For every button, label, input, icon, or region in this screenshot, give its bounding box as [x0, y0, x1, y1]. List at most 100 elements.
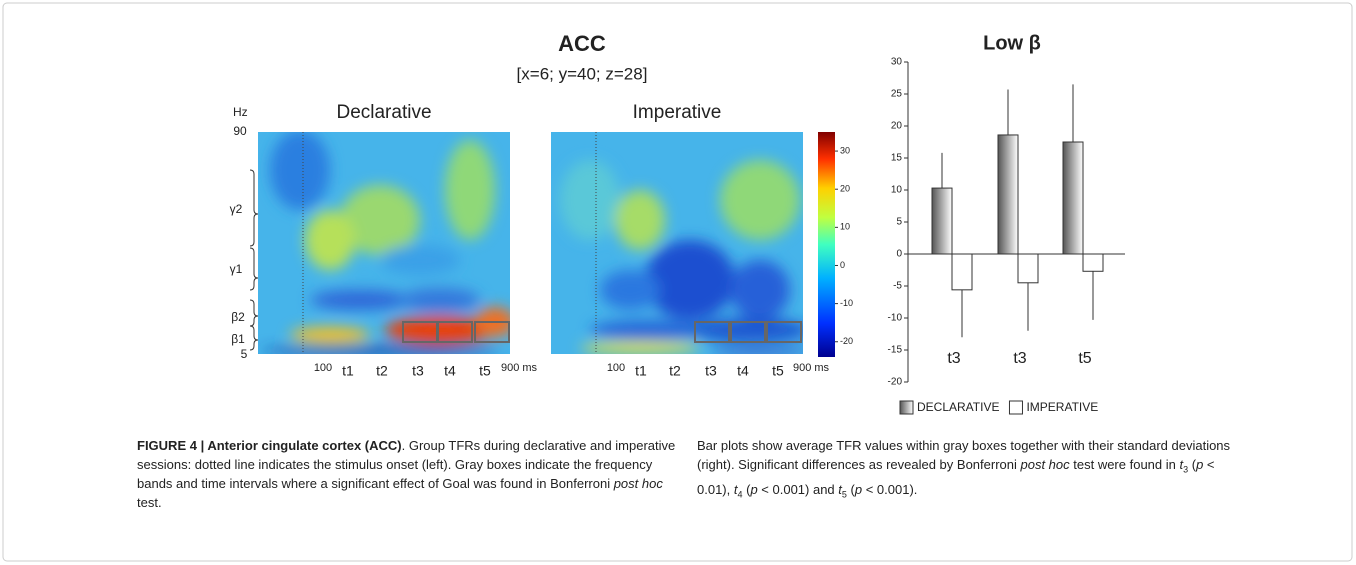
- y-tick-label: 30: [891, 57, 903, 68]
- y-tick-label: -5: [893, 281, 902, 292]
- caption-text: (: [846, 481, 855, 497]
- panel-title: Declarative: [336, 102, 431, 123]
- heatmap-blob: [690, 318, 803, 342]
- bar: [951, 253, 973, 291]
- heatmap-blob: [730, 260, 790, 320]
- x-label: t2: [669, 363, 681, 379]
- heatmap-blob: [720, 160, 800, 240]
- caption-text: (: [742, 481, 751, 497]
- colorbar-tick-label: -20: [840, 336, 853, 346]
- caption-left: FIGURE 4 | Anterior cingulate cortex (AC…: [137, 436, 677, 512]
- heatmap-blob: [445, 140, 495, 240]
- gray-box: [766, 321, 802, 343]
- panel-title: Imperative: [633, 102, 722, 123]
- y-label: β2: [231, 310, 245, 324]
- heatmap-blob: [400, 288, 480, 312]
- caption-text: < 0.001) and: [757, 481, 839, 497]
- y-tick-label: -15: [888, 345, 903, 356]
- legend-swatch: [1008, 400, 1023, 415]
- heatmap-blob: [560, 160, 620, 240]
- caption-text: Bar plots show average TFR values within…: [697, 438, 1231, 472]
- heatmap: [258, 132, 510, 354]
- y-label: γ2: [230, 202, 243, 216]
- legend-label: IMPERATIVE: [1026, 400, 1098, 414]
- caption-text: t: [733, 481, 738, 497]
- x-label: t5: [772, 363, 784, 379]
- heatmap-blob: [340, 185, 420, 255]
- colorbar-tick-label: 0: [840, 260, 845, 270]
- heatmap-blob: [645, 240, 735, 320]
- y-unit: Hz: [233, 105, 248, 119]
- caption-text: post hoc: [613, 476, 663, 491]
- y-label: β1: [231, 332, 245, 346]
- colorbar-tick-label: 30: [840, 145, 850, 155]
- x-label: 100: [607, 362, 625, 374]
- heatmap-blob: [260, 347, 500, 354]
- caption-text: < 0.001).: [862, 481, 918, 497]
- bar: [1017, 253, 1039, 284]
- bar: [1082, 253, 1104, 272]
- colorbar-tick-label: 10: [840, 222, 850, 232]
- heatmap-blob: [310, 290, 410, 310]
- caption-text: 5: [841, 489, 847, 500]
- colorbar-tick-label: -10: [840, 298, 853, 308]
- gray-box: [437, 321, 473, 343]
- x-tick-label: t5: [1078, 350, 1091, 367]
- y-tick-label: 15: [891, 153, 903, 164]
- caption-text: t: [1179, 457, 1184, 472]
- caption-text: t: [838, 481, 842, 497]
- caption-text: p: [854, 481, 863, 497]
- heatmap-blob: [580, 342, 700, 354]
- caption-right: Bar plots show average TFR values within…: [697, 436, 1237, 504]
- heatmap-blob: [600, 270, 660, 310]
- chart-title: Low β: [983, 32, 1041, 54]
- legend-swatch: [899, 400, 914, 415]
- caption-text: FIGURE 4 | Anterior cingulate cortex (AC…: [137, 438, 402, 453]
- x-label: 900 ms: [793, 362, 830, 374]
- y-tick-label: 20: [891, 121, 903, 132]
- band-braces: [249, 169, 259, 351]
- figure-title: ACC: [558, 31, 606, 56]
- gray-box: [694, 321, 730, 343]
- x-label: 900 ms: [501, 362, 538, 374]
- gray-box: [474, 321, 510, 343]
- heatmap-blob: [270, 132, 330, 210]
- caption-text: . Group TFRs during declarative and impe…: [137, 438, 676, 491]
- y-tick-label: 25: [891, 89, 903, 100]
- x-label: 100: [314, 362, 332, 374]
- figure-subtitle: [x=6; y=40; z=28]: [517, 64, 648, 83]
- caption-text: 4: [737, 489, 743, 500]
- x-label: t3: [412, 363, 424, 379]
- heatmap-blob: [710, 349, 803, 354]
- gray-box: [730, 321, 766, 343]
- heatmap-blob: [380, 245, 460, 275]
- caption-text: test.: [137, 495, 162, 510]
- y-tick-label: 10: [891, 185, 903, 196]
- x-tick-label: t3: [1013, 350, 1026, 367]
- legend-label: DECLARATIVE: [917, 400, 999, 414]
- caption-text: p: [750, 481, 758, 497]
- x-label: t1: [635, 363, 647, 379]
- heatmap: [551, 132, 803, 354]
- x-tick-label: t3: [947, 350, 960, 367]
- bar: [931, 187, 953, 255]
- caption-text: p: [1196, 457, 1204, 472]
- x-label: t1: [342, 363, 354, 379]
- caption-text: post hoc: [1020, 457, 1070, 472]
- caption-text: test were found in: [1069, 457, 1180, 472]
- caption-text: (: [1188, 457, 1197, 472]
- x-label: t4: [737, 363, 749, 379]
- y-label: 90: [233, 124, 247, 138]
- y-tick-label: 5: [896, 217, 902, 228]
- caption-text: 3: [1183, 464, 1189, 475]
- x-label: t5: [479, 363, 491, 379]
- y-tick-label: -20: [888, 377, 903, 388]
- y-tick-label: -10: [888, 313, 903, 324]
- heatmap-blob: [290, 327, 370, 343]
- heatmap-blob: [305, 210, 355, 270]
- y-label: γ1: [230, 262, 243, 276]
- heatmap-blob: [615, 190, 665, 250]
- colorbar: [818, 132, 835, 357]
